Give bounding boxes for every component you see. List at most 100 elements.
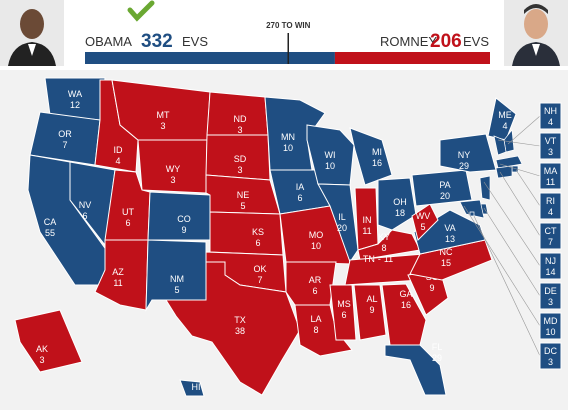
connector — [499, 163, 541, 177]
state-abbr: IN — [363, 215, 372, 225]
small-state-box — [539, 102, 562, 130]
small-state-ev: 3 — [548, 147, 553, 157]
state-ev: 18 — [395, 208, 405, 218]
state-abbr: MI — [372, 147, 382, 157]
small-state-ev: 4 — [548, 207, 553, 217]
state-ev: 11 — [384, 254, 393, 264]
state-ev: 29 — [432, 353, 442, 363]
small-state-ev: 10 — [545, 327, 555, 337]
state-ev: 10 — [283, 143, 293, 153]
state-ev: 20 — [440, 191, 450, 201]
state-abbr: OH — [393, 197, 407, 207]
state — [209, 211, 284, 256]
obama-ev: 332 — [141, 31, 173, 52]
state — [317, 183, 359, 264]
state-ev: 8 — [381, 243, 386, 253]
state-ev: 3 — [237, 125, 242, 135]
state-abbr: UT — [122, 207, 134, 217]
state-ev: 5 — [174, 285, 179, 295]
state-ev: 6 — [297, 193, 302, 203]
state-ev: 5 — [240, 201, 245, 211]
connector — [483, 181, 541, 267]
small-state — [479, 175, 491, 201]
state-abbr: PA — [439, 180, 450, 190]
state — [413, 209, 486, 255]
state-ev: 29 — [459, 161, 469, 171]
state-abbr: MN — [281, 132, 295, 142]
state-abbr: AL — [366, 294, 377, 304]
state — [439, 133, 497, 173]
obama-bar — [85, 52, 335, 64]
state-ev: 16 — [372, 158, 382, 168]
state-ev: 11 — [362, 226, 371, 236]
state-abbr: OR — [58, 129, 72, 139]
small-state-box — [539, 132, 562, 160]
state-abbr: IL — [338, 212, 346, 222]
connector — [463, 205, 541, 327]
state-ev: 20 — [337, 223, 347, 233]
state-abbr: NM — [170, 274, 184, 284]
state — [377, 177, 417, 231]
state — [179, 379, 205, 397]
obama-portrait — [0, 0, 64, 66]
small-state-box — [539, 192, 562, 220]
state-abbr: NE — [237, 190, 250, 200]
state-ev: 12 — [70, 100, 80, 110]
state — [384, 344, 447, 396]
romney-name: ROMNEY — [380, 34, 437, 49]
obama-ev-unit: EVS — [182, 34, 208, 49]
small-state — [469, 211, 475, 217]
small-state-box — [539, 162, 562, 190]
state — [353, 284, 387, 341]
state-abbr: ID — [114, 145, 124, 155]
state-abbr: CA — [44, 217, 57, 227]
state-abbr: TN — [363, 254, 375, 264]
state-ev: 11 — [113, 278, 122, 288]
state-ev: 3 — [170, 175, 175, 185]
state-abbr: WY — [166, 164, 181, 174]
romney-ev: 206 — [430, 31, 462, 52]
state — [329, 284, 357, 341]
small-state-box — [539, 252, 562, 280]
small-state-abbr: NJ — [545, 256, 556, 266]
state-ev: 6 — [312, 286, 317, 296]
small-state-ev: 4 — [548, 117, 553, 127]
threshold-label: 270 TO WIN — [266, 21, 311, 30]
state-abbr: KY — [378, 232, 390, 242]
state-abbr: ME — [498, 110, 512, 120]
state-ev: 6 — [82, 211, 87, 221]
state-abbr: WA — [68, 89, 82, 99]
state-ev: 9 — [181, 225, 186, 235]
small-state-ev: 7 — [548, 237, 553, 247]
state-ev: 4 — [502, 121, 507, 131]
state-ev: 16 — [401, 300, 411, 310]
state-ev: 7 — [257, 275, 262, 285]
state — [381, 283, 427, 346]
state-abbr: MS — [337, 299, 351, 309]
state-abbr: SD — [234, 154, 247, 164]
state-abbr: ND — [234, 114, 247, 124]
small-state-abbr: MA — [544, 166, 558, 176]
state-ev: 6 — [255, 238, 260, 248]
state-abbr: WV — [416, 211, 431, 221]
state-abbr: GA — [399, 289, 412, 299]
state-ev: 4 — [115, 156, 120, 166]
state-abbr: AZ — [112, 267, 124, 277]
state-abbr: LA — [310, 314, 321, 324]
connector — [473, 215, 541, 357]
obama-name: OBAMA — [85, 34, 132, 49]
state-abbr: AK — [36, 344, 48, 354]
connector — [499, 171, 541, 237]
small-state-box — [539, 312, 562, 340]
state-abbr: OK — [253, 264, 266, 274]
romney-ev-unit: EVS — [463, 34, 489, 49]
state-ev: 10 — [311, 241, 321, 251]
state-ev: 7 — [62, 140, 67, 150]
small-state-abbr: NH — [544, 106, 557, 116]
small-state-ev: 3 — [548, 357, 553, 367]
state-label: TN -11 — [363, 254, 393, 264]
state-abbr: MT — [157, 110, 170, 120]
state-abbr: IA — [296, 182, 305, 192]
connector — [483, 207, 541, 297]
